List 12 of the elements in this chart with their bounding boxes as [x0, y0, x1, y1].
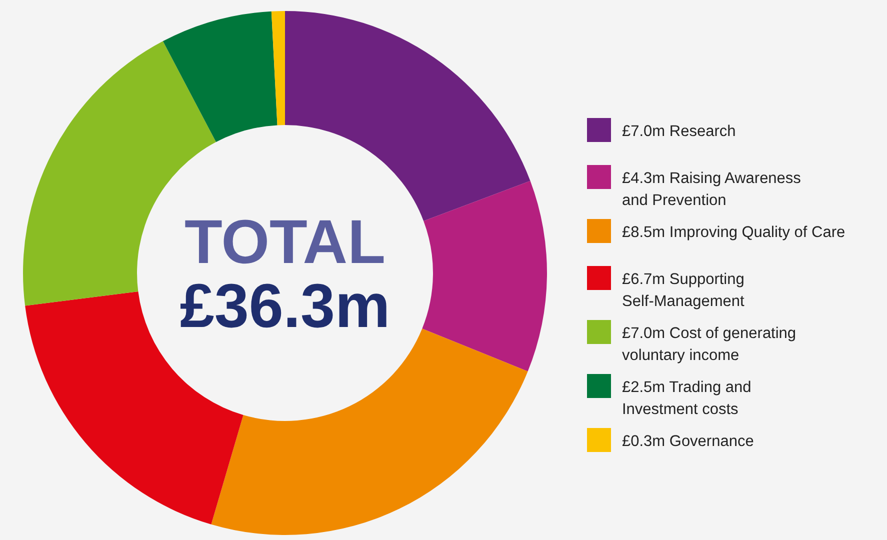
- legend-label: £8.5m Improving Quality of Care: [622, 224, 846, 241]
- donut-slice: [211, 328, 528, 535]
- legend-label: £4.3m Raising Awareness and Prevention: [622, 170, 802, 209]
- donut-slice: [271, 11, 285, 126]
- legend-label: £7.0m Cost of generating voluntary income: [622, 325, 796, 364]
- legend-label: £0.3m Governance: [622, 433, 754, 450]
- legend-label: £2.5m Trading and Investment costs: [622, 379, 752, 418]
- legend-label: £7.0m Research: [622, 123, 736, 140]
- donut-slice: [422, 180, 547, 372]
- donut-slice: [285, 11, 530, 221]
- legend-label: £6.7m Supporting Self-Management: [622, 271, 746, 310]
- donut-slice: [162, 11, 278, 142]
